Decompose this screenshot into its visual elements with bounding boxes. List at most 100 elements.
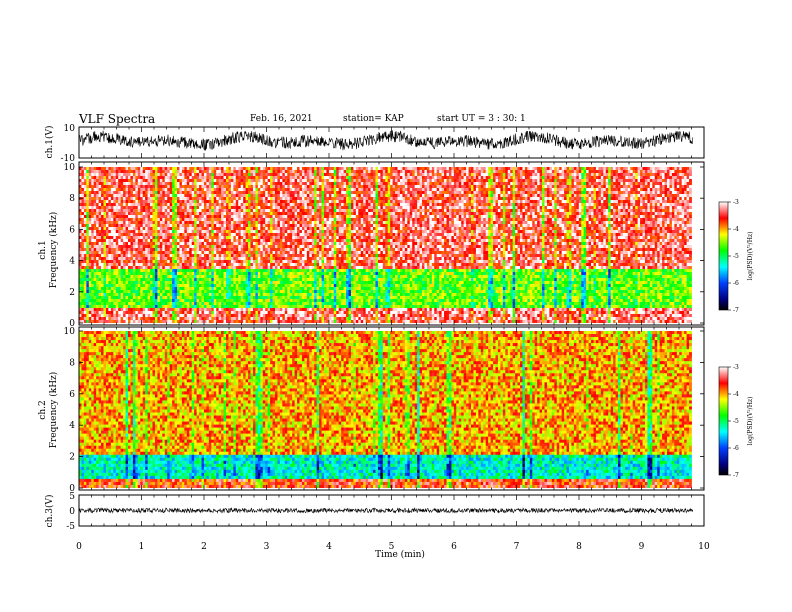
spectrogram-cell	[453, 194, 457, 198]
spectrogram-cell	[233, 176, 237, 180]
spectrogram-cell	[608, 167, 612, 171]
spectrogram-cell	[375, 191, 379, 195]
spectrogram-cell	[603, 203, 607, 207]
spectrogram-cell	[399, 170, 403, 174]
spectrogram-cell	[277, 206, 281, 210]
spectrogram-cell	[502, 176, 506, 180]
spectrogram-cell	[402, 206, 406, 210]
spectrogram-cell	[473, 206, 477, 210]
spectrogram-cell	[279, 176, 283, 180]
spectrogram-cell	[409, 188, 413, 192]
spectrogram-cell	[282, 224, 286, 228]
spectrogram-cell	[625, 203, 629, 207]
spectrogram-cell	[502, 188, 506, 192]
spectrogram-cell	[390, 197, 393, 201]
spectrogram-cell	[194, 185, 197, 189]
spectrogram-cell	[522, 185, 526, 189]
spectrogram-cell	[240, 173, 244, 177]
spectrogram-cell	[292, 218, 295, 222]
spectrogram-cell	[132, 173, 136, 177]
spectrogram-cell	[137, 182, 141, 186]
spectrogram-cell	[343, 218, 347, 222]
spectrogram-cell	[324, 215, 327, 219]
spectrogram-cell	[316, 224, 320, 228]
spectrogram-cell	[561, 188, 565, 192]
spectrogram-cell	[181, 206, 185, 210]
spectrogram-cell	[365, 194, 369, 198]
spectrogram-cell	[546, 170, 550, 174]
spectrogram-cell	[238, 197, 242, 201]
spectrogram-cell	[314, 194, 318, 198]
spectrogram-cell	[436, 224, 440, 228]
spectrogram-cell	[191, 170, 195, 174]
spectrogram-cell	[644, 170, 648, 174]
spectrogram-cell	[422, 209, 425, 213]
spectrogram-cell	[375, 194, 379, 198]
spectrogram-cell	[306, 221, 310, 225]
spectrogram-cell	[424, 209, 428, 213]
spectrogram-cell	[622, 182, 626, 186]
spectrogram-cell	[515, 194, 518, 198]
spectrogram-cell	[581, 209, 585, 213]
spectrogram-cell	[294, 188, 298, 192]
spectrogram-cell	[260, 167, 264, 171]
spectrogram-cell	[588, 188, 592, 192]
spectrogram-cell	[346, 170, 349, 174]
spectrogram-cell	[301, 221, 305, 225]
spectrogram-cell	[368, 215, 371, 219]
spectrogram-cell	[647, 197, 651, 201]
spectrogram-cell	[397, 212, 401, 216]
spectrogram-cell	[353, 188, 357, 192]
spectrogram-cell	[248, 185, 251, 189]
spectrogram-cell	[544, 218, 548, 222]
spectrogram-cell	[319, 215, 322, 219]
spectrogram-cell	[91, 200, 95, 204]
spectrogram-cell	[667, 197, 670, 201]
spectrogram-cell	[96, 170, 99, 174]
spectrogram-cell	[390, 182, 393, 186]
spectrogram-cell	[448, 173, 452, 177]
spectrogram-cell	[618, 188, 621, 192]
spectrogram-cell	[272, 209, 276, 213]
spectrogram-cell	[649, 179, 653, 183]
spectrogram-cell	[674, 212, 678, 216]
spectrogram-cell	[81, 221, 85, 225]
spectrogram-cell	[485, 176, 489, 180]
spectrogram-cell	[466, 188, 469, 192]
spectrogram-cell	[216, 194, 220, 198]
spectrogram-cell	[595, 224, 599, 228]
spectrogram-cell	[622, 188, 626, 192]
spectrogram-cell	[649, 209, 653, 213]
spectrogram-cell	[277, 167, 281, 171]
spectrogram-cell	[431, 176, 435, 180]
spectrogram-cell	[252, 188, 256, 192]
spectrogram-cell	[424, 179, 428, 183]
spectrogram-cell	[314, 167, 318, 171]
spectrogram-cell	[191, 167, 195, 171]
spectrogram-cell	[520, 212, 523, 216]
spectrogram-cell	[679, 185, 683, 189]
spectrogram-cell	[603, 173, 607, 177]
spectrogram-cell	[177, 194, 180, 198]
spectrogram-cell	[262, 209, 266, 213]
spectrogram-cell	[554, 179, 558, 183]
spectrogram-cell	[586, 203, 589, 207]
spectrogram-cell	[186, 224, 190, 228]
spectrogram-cell	[110, 173, 114, 177]
spectrogram-cell	[184, 218, 188, 222]
spectrogram-cell	[466, 206, 469, 210]
spectrogram-cell	[426, 206, 430, 210]
spectrogram-cell	[681, 176, 685, 180]
spectrogram-cell	[333, 206, 337, 210]
spectrogram-cell	[468, 176, 472, 180]
spectrogram-cell	[674, 221, 678, 225]
spectrogram-cell	[647, 182, 651, 186]
spectrogram-cell	[566, 170, 570, 174]
spectrogram-cell	[299, 197, 303, 201]
spectrogram-cell	[671, 188, 675, 192]
spectrogram-cell	[81, 167, 85, 171]
spectrogram-cell	[422, 182, 425, 186]
spectrogram-cell	[128, 179, 131, 183]
spectrogram-cell	[150, 215, 153, 219]
